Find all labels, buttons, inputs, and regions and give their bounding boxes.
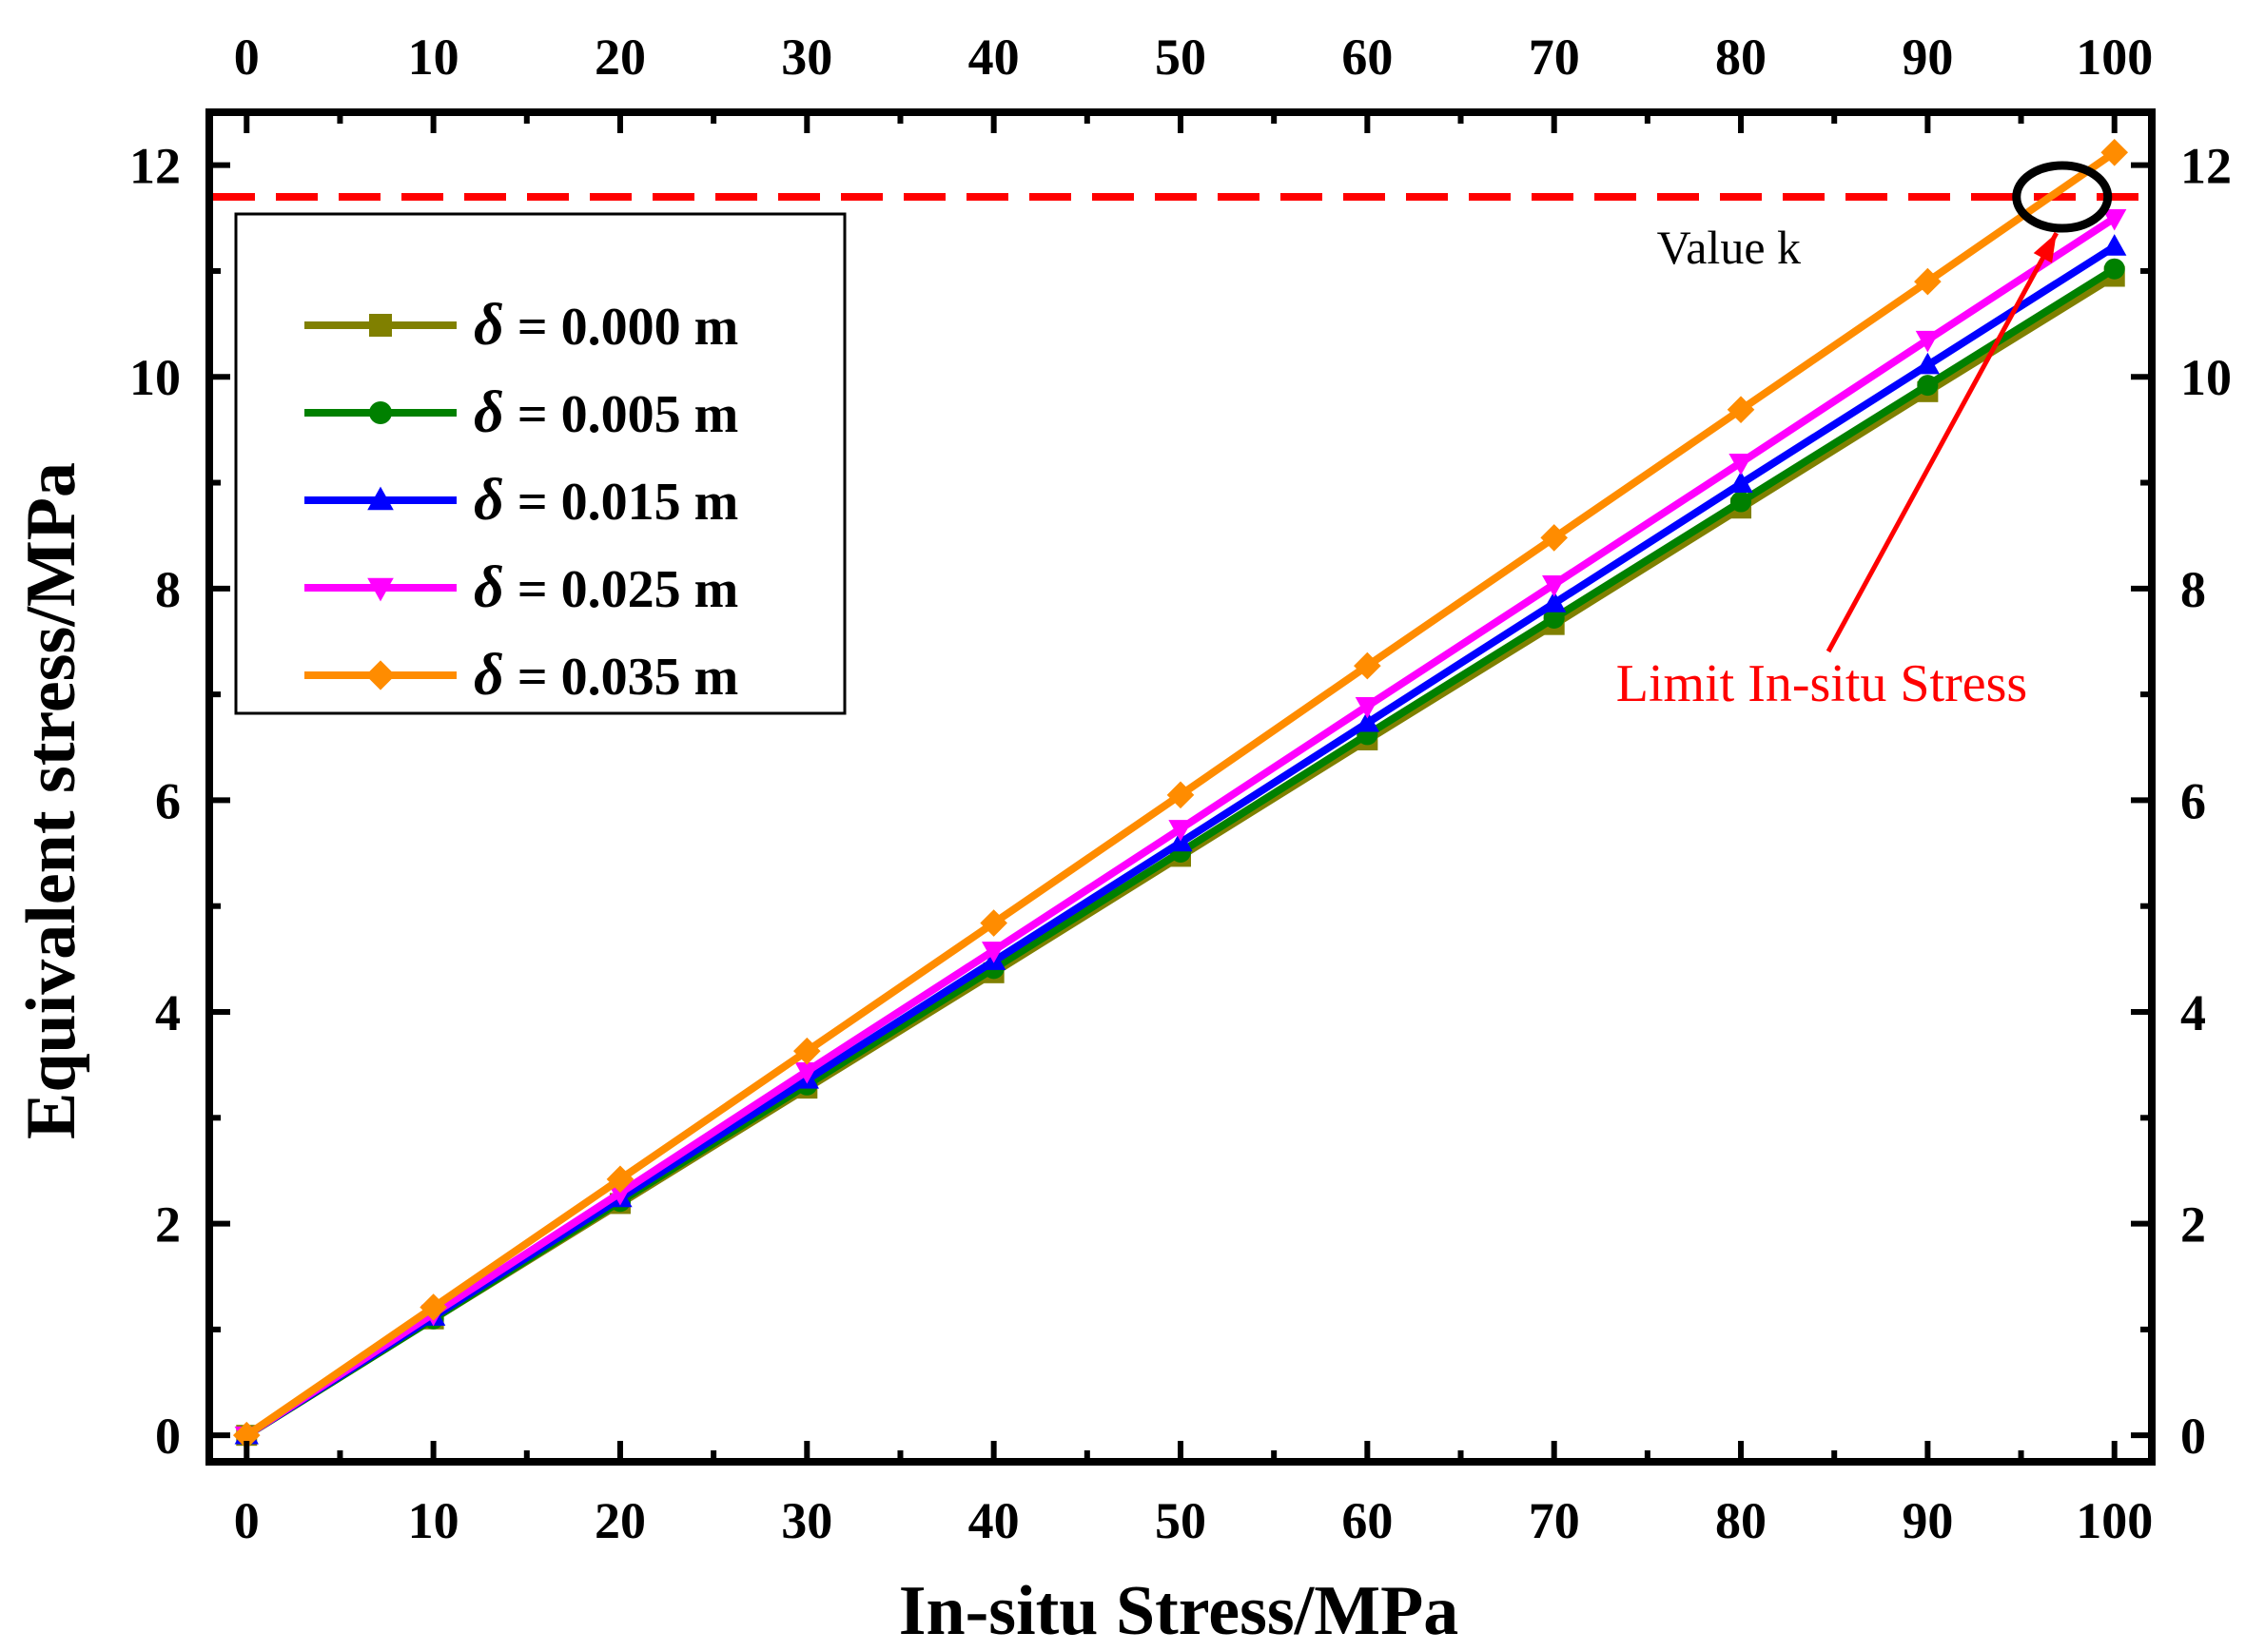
- legend-box: [234, 212, 847, 715]
- data-point: [1543, 607, 1565, 629]
- x-tick-label-bottom: 70: [1529, 1492, 1580, 1549]
- legend-label: δ = 0.000 m: [474, 293, 738, 358]
- data-point: [1355, 697, 1379, 719]
- legend-label: δ = 0.025 m: [474, 555, 738, 620]
- annotation-group: Limit In-situ Stress: [1616, 161, 2113, 713]
- legend-swatch-marker: [369, 401, 392, 424]
- x-tick-label-top: 0: [234, 29, 260, 86]
- data-point: [2102, 208, 2127, 231]
- data-point: [1915, 352, 1941, 375]
- legend-item: δ = 0.035 m: [304, 643, 738, 708]
- data-point: [608, 1183, 633, 1206]
- limit-in-situ-stress-label: Limit In-situ Stress: [1616, 654, 2027, 713]
- x-tick-label-top: 70: [1529, 29, 1580, 86]
- x-tick-label-bottom: 0: [234, 1492, 260, 1549]
- data-point: [1728, 471, 1753, 493]
- y-tick-label-left: 12: [129, 138, 181, 195]
- data-point: [1917, 375, 1939, 397]
- x-tick-label-top: 80: [1715, 29, 1767, 86]
- x-tick-label-top: 20: [595, 29, 646, 86]
- x-tick-label-bottom: 10: [408, 1492, 459, 1549]
- annotation-arrowhead: [2033, 233, 2057, 263]
- legend-swatch-marker: [367, 486, 394, 511]
- y-tick-label-right: 6: [2180, 772, 2206, 829]
- series-4: [232, 138, 2129, 1449]
- x-tick-label-top: 10: [408, 29, 459, 86]
- series-group: [232, 138, 2129, 1449]
- x-tick-label-bottom: 30: [781, 1492, 832, 1549]
- data-point: [793, 1037, 821, 1065]
- y-tick-label-left: 2: [155, 1196, 181, 1254]
- limit-point-circle: [2012, 161, 2113, 233]
- y-tick-label-left: 8: [155, 561, 181, 618]
- legend-label: δ = 0.005 m: [474, 380, 738, 445]
- x-tick-label-top: 50: [1155, 29, 1206, 86]
- y-tick-label-right: 12: [2180, 138, 2232, 195]
- legend-swatch-marker: [369, 314, 392, 337]
- data-point: [1355, 709, 1379, 732]
- legend-label: δ = 0.035 m: [474, 643, 738, 708]
- x-tick-label-bottom: 20: [595, 1492, 646, 1549]
- data-point: [1542, 575, 1567, 597]
- legend-item: δ = 0.015 m: [304, 468, 738, 533]
- data-point: [1728, 454, 1753, 476]
- y-tick-label-left: 10: [129, 349, 181, 406]
- value-k-label: Value k: [1657, 221, 1801, 274]
- data-point: [1540, 524, 1568, 552]
- axes-group: 0010102020303040405050606070708080909010…: [129, 29, 2232, 1549]
- data-point: [232, 1421, 261, 1449]
- reference-line-group: Value k: [213, 193, 2148, 274]
- y-tick-label-right: 4: [2180, 984, 2206, 1041]
- data-point: [1166, 781, 1195, 809]
- data-point: [1168, 820, 1193, 842]
- data-point: [1542, 591, 1567, 612]
- x-tick-label-bottom: 90: [1902, 1492, 1953, 1549]
- x-tick-label-bottom: 100: [2076, 1492, 2153, 1549]
- x-tick-label-top: 60: [1341, 29, 1393, 86]
- x-tick-label-bottom: 40: [968, 1492, 1020, 1549]
- y-tick-label-right: 2: [2180, 1196, 2206, 1254]
- data-point: [980, 909, 1007, 937]
- data-point: [1354, 651, 1381, 680]
- data-point: [1915, 330, 1941, 353]
- data-point: [2103, 258, 2125, 280]
- x-tick-label-bottom: 60: [1341, 1492, 1393, 1549]
- legend-label: δ = 0.015 m: [474, 468, 738, 533]
- data-point: [2100, 138, 2129, 166]
- legend-item: δ = 0.025 m: [304, 555, 738, 620]
- legend-item: δ = 0.000 m: [304, 293, 738, 358]
- legend: δ = 0.000 m δ = 0.005 m δ = 0.015 m δ = 0.0…: [234, 212, 847, 715]
- y-tick-label-right: 8: [2180, 561, 2206, 618]
- x-tick-label-bottom: 80: [1715, 1492, 1767, 1549]
- data-point: [794, 1061, 819, 1084]
- x-tick-label-top: 100: [2076, 29, 2153, 86]
- legend-swatch-marker: [365, 660, 396, 690]
- x-tick-label-bottom: 50: [1155, 1492, 1206, 1549]
- data-point: [982, 942, 1006, 963]
- y-tick-label-left: 0: [155, 1408, 181, 1465]
- y-tick-label-right: 10: [2180, 349, 2232, 406]
- data-point: [2102, 234, 2127, 256]
- x-tick-label-top: 30: [781, 29, 832, 86]
- data-point: [606, 1165, 635, 1194]
- x-tick-label-top: 40: [968, 29, 1020, 86]
- y-tick-label-left: 4: [155, 984, 181, 1041]
- y-tick-label-left: 6: [155, 772, 181, 829]
- data-point: [1914, 267, 1942, 296]
- data-point: [420, 1293, 447, 1321]
- data-point: [1730, 491, 1752, 513]
- annotation-arrow-line: [1826, 231, 2059, 653]
- y-axis-title: Equivalent stress/MPa: [12, 462, 90, 1139]
- legend-item: δ = 0.005 m: [304, 380, 738, 445]
- legend-swatch-marker: [367, 577, 394, 602]
- y-tick-label-right: 0: [2180, 1408, 2206, 1465]
- x-axis-title: In-situ Stress/MPa: [899, 1572, 1459, 1650]
- x-tick-label-top: 90: [1902, 29, 1953, 86]
- data-point: [1727, 396, 1755, 424]
